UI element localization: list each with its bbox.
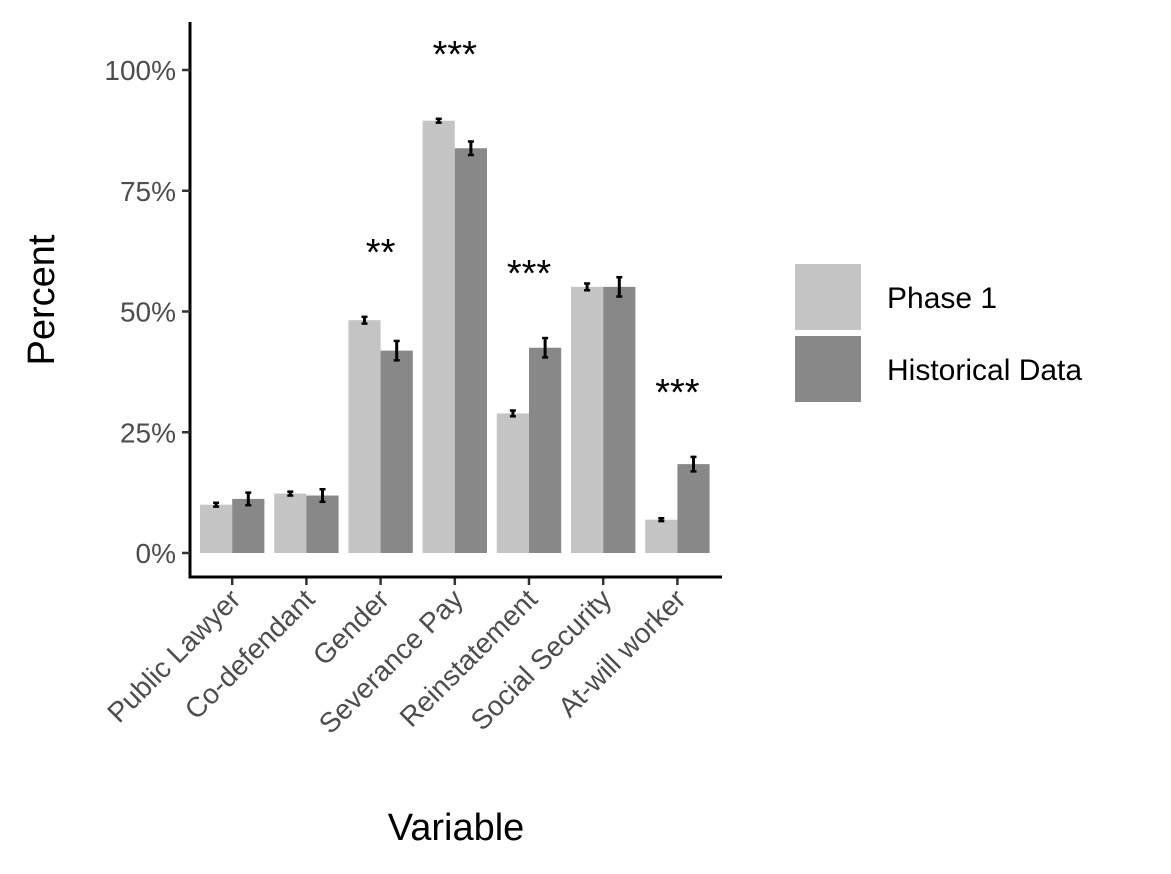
bars-layer [200, 120, 710, 553]
significance-label-3: *** [433, 34, 478, 76]
y-tick-label-2: 50% [120, 297, 176, 328]
x-tick-label-0: Public Lawyer [101, 583, 246, 728]
x-tick-label-1: Co-defendant [179, 583, 321, 725]
bar-phase1-4 [496, 413, 529, 553]
bar-phase1-3 [422, 120, 455, 553]
bar-historical-3 [454, 148, 487, 553]
error-bar-historical-1 [319, 487, 326, 504]
bar-historical-0 [232, 498, 265, 553]
error-bar-phase1-3 [435, 117, 442, 124]
significance-label-2: ** [366, 232, 396, 274]
error-bar-phase1-6 [658, 516, 665, 523]
significance-label-6: *** [655, 372, 700, 414]
y-tick-label-3: 75% [120, 176, 176, 207]
error-bar-historical-3 [467, 140, 474, 157]
error-bar-historical-5 [616, 275, 623, 298]
bar-phase1-2 [348, 320, 381, 553]
error-bar-phase1-2 [361, 315, 368, 325]
bar-historical-4 [529, 347, 562, 553]
x-axis-title: Variable [388, 807, 525, 849]
legend-label-historical: Historical Data [887, 354, 1082, 387]
significance-layer: *********** [366, 34, 700, 414]
y-tick-label-1: 25% [120, 417, 176, 448]
error-bar-historical-6 [690, 455, 697, 473]
error-bar-historical-2 [393, 339, 400, 362]
error-bar-phase1-0 [213, 501, 220, 508]
error-bar-historical-0 [245, 491, 252, 507]
error-bars-layer [213, 117, 697, 523]
bar-historical-1 [306, 495, 339, 553]
bar-historical-5 [603, 286, 636, 553]
error-bar-phase1-1 [287, 490, 294, 497]
error-bar-phase1-5 [584, 282, 591, 292]
error-bar-phase1-4 [509, 409, 516, 418]
legend-label-phase1: Phase 1 [887, 282, 997, 315]
legend: Phase 1 Historical Data [795, 264, 1082, 402]
error-bar-historical-4 [542, 336, 549, 359]
bar-phase1-0 [200, 504, 233, 553]
bar-phase1-5 [571, 286, 604, 553]
bar-historical-6 [677, 464, 710, 553]
bar-phase1-1 [274, 493, 307, 553]
bar-historical-2 [380, 350, 413, 553]
legend-key-phase1 [795, 264, 861, 330]
y-tick-label-0: 0% [136, 538, 176, 569]
x-tick-label-6: At-will worker [552, 583, 692, 723]
significance-label-4: *** [507, 253, 552, 295]
legend-key-historical [795, 336, 861, 402]
y-axis-title: Percent [21, 234, 63, 365]
y-tick-label-4: 100% [104, 55, 176, 86]
bar-phase1-6 [645, 519, 678, 553]
